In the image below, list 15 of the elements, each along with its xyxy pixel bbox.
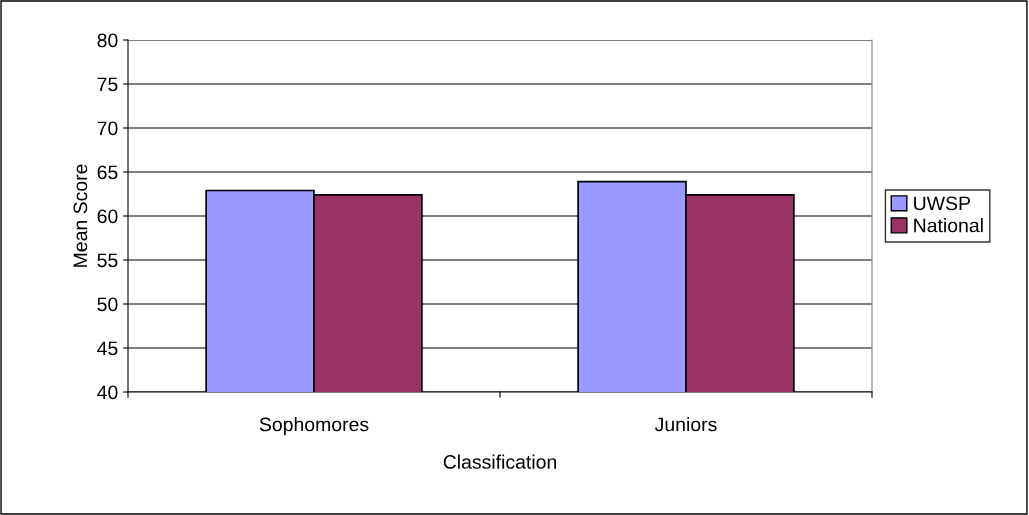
y-tick-label: 60 bbox=[97, 209, 118, 224]
y-axis-title: Mean Score bbox=[73, 164, 88, 267]
y-tick-label: 40 bbox=[97, 385, 118, 400]
legend-label: UWSP bbox=[914, 196, 970, 211]
x-tick-label: Sophomores bbox=[259, 417, 369, 436]
y-tick-label: 45 bbox=[97, 341, 118, 356]
y-tick-label: 65 bbox=[97, 165, 118, 180]
y-tick-label: 70 bbox=[97, 121, 118, 136]
legend-label: National bbox=[914, 218, 983, 233]
y-tick-label: 50 bbox=[97, 297, 118, 312]
x-axis-title: Classification bbox=[443, 454, 557, 469]
x-tick-label: Juniors bbox=[654, 417, 717, 432]
y-tick-label: 55 bbox=[97, 253, 118, 268]
y-tick-label: 80 bbox=[97, 33, 118, 48]
y-tick-label: 75 bbox=[97, 77, 118, 92]
